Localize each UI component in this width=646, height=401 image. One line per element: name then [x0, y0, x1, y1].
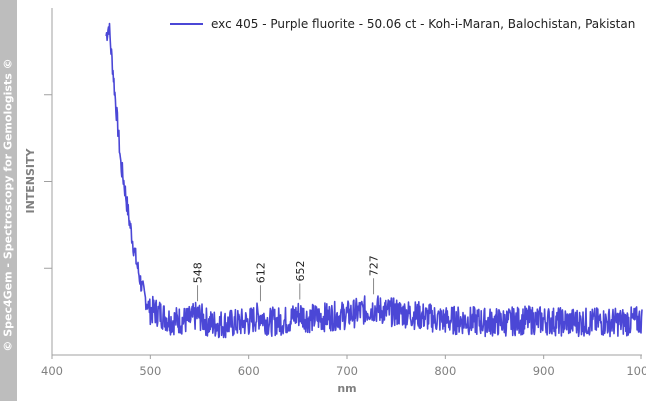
- legend-label: exc 405 - Purple fluorite - 50.06 ct - K…: [211, 17, 635, 31]
- watermark-strip: © Spec4Gem - Spectroscopy for Gemologist…: [0, 0, 17, 401]
- spectrum-line: [105, 22, 643, 339]
- legend: exc 405 - Purple fluorite - 50.06 ct - K…: [170, 17, 635, 31]
- peak-label: 727: [368, 255, 381, 276]
- x-tick-label: 900: [533, 364, 555, 378]
- x-tick-label: 1000: [626, 364, 646, 378]
- peak-label: 612: [254, 262, 267, 283]
- x-axis-title: nm: [337, 382, 356, 395]
- x-tick-label: 500: [139, 364, 161, 378]
- axes: [51, 8, 642, 356]
- peak-label: 548: [192, 262, 205, 283]
- x-ticks: 400 500 600 700 800 900 1000: [41, 355, 646, 378]
- peak-annotations: 548 612 652 727: [192, 255, 381, 302]
- x-tick-label: 700: [336, 364, 358, 378]
- peak-label: 652: [294, 260, 307, 281]
- x-tick-label: 600: [238, 364, 260, 378]
- y-axis-title: INTENSITY: [24, 147, 37, 213]
- series-group: [105, 22, 643, 339]
- y-ticks: [44, 94, 52, 269]
- x-tick-label: 400: [41, 364, 63, 378]
- x-tick-label: 800: [434, 364, 456, 378]
